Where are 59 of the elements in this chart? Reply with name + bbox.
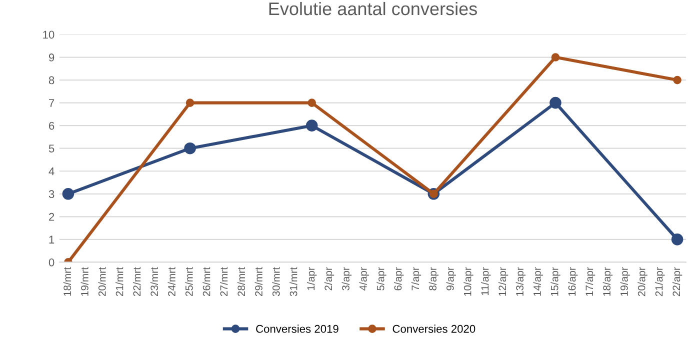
x-tick-label: 9/apr [446,267,456,290]
x-tick-label: 18/mrt [63,267,71,296]
x-tick-label: 29/mrt [254,267,262,296]
y-tick-label: 0 [48,258,54,266]
legend-label: Conversies 2020 [392,324,476,333]
x-tick-label: 11/apr [481,267,491,296]
y-tick-label: 9 [48,54,54,62]
x-tick-label: 17/apr [585,267,596,296]
point [550,96,562,109]
x-tick-label: 20/mrt [98,267,106,296]
y-tick-label: 8 [48,76,54,84]
x-tick-label: 1/apr [306,267,317,290]
legend-label: Conversies 2019 [256,324,338,333]
x-tick-label: 20/apr [638,267,648,296]
x-tick-label: 22/mrt [132,267,141,296]
x-tick-label: 24/mrt [168,267,176,296]
x-tick-label: 6/apr [394,267,404,290]
x-tick-label: 28/mrt [237,267,246,296]
x-tick-label: 5/apr [376,267,386,290]
x-tick-label: 30/mrt [272,267,280,296]
x-tick-label: 14/apr [533,267,543,296]
y-tick-label: 10 [43,30,54,39]
point [186,98,194,107]
x-tick-label: 3/apr [342,267,352,290]
point [184,142,196,154]
x-tick-label: 19/apr [620,267,630,296]
y-tick-label: 2 [49,212,54,221]
x-tick-label: 13/apr [516,267,526,296]
point [671,234,684,246]
x-tick-label: 12/apr [498,267,508,296]
x-tick-label: 18/apr [602,267,613,296]
point [62,188,74,200]
x-tick-label: 25/mrt [185,267,193,296]
y-tick-label: 4 [48,168,54,176]
point [308,98,316,107]
x-tick-label: 8/apr [428,267,439,290]
x-tick-label: 15/apr [550,267,560,296]
x-tick-label: 22/apr [672,267,682,296]
x-tick-label: 10/apr [464,267,474,296]
y-tick-label: 7 [49,99,54,107]
y-tick-label: 1 [49,236,54,244]
x-tick-label: 16/apr [568,267,578,296]
x-tick-label: 21/apr [655,267,665,296]
x-tick-label: 23/mrt [150,267,158,296]
point [306,120,318,132]
chart-title: Evolutie aantal conversies [269,2,477,16]
y-tick-label: 3 [48,190,54,198]
x-tick-label: 7/apr [411,267,422,290]
x-tick-label: 31/mrt [290,267,298,296]
y-tick-label: 6 [49,122,54,130]
x-tick-label: 26/mrt [202,267,210,296]
point [551,53,560,62]
x-tick-label: 21/mrt [116,267,124,296]
x-tick-label: 19/mrt [80,267,88,296]
point [673,76,682,84]
x-tick-label: 2/apr [324,267,334,290]
y-tick-label: 5 [48,144,54,152]
x-tick-label: 27/mrt [220,267,228,296]
x-tick-label: 4/apr [359,267,369,291]
